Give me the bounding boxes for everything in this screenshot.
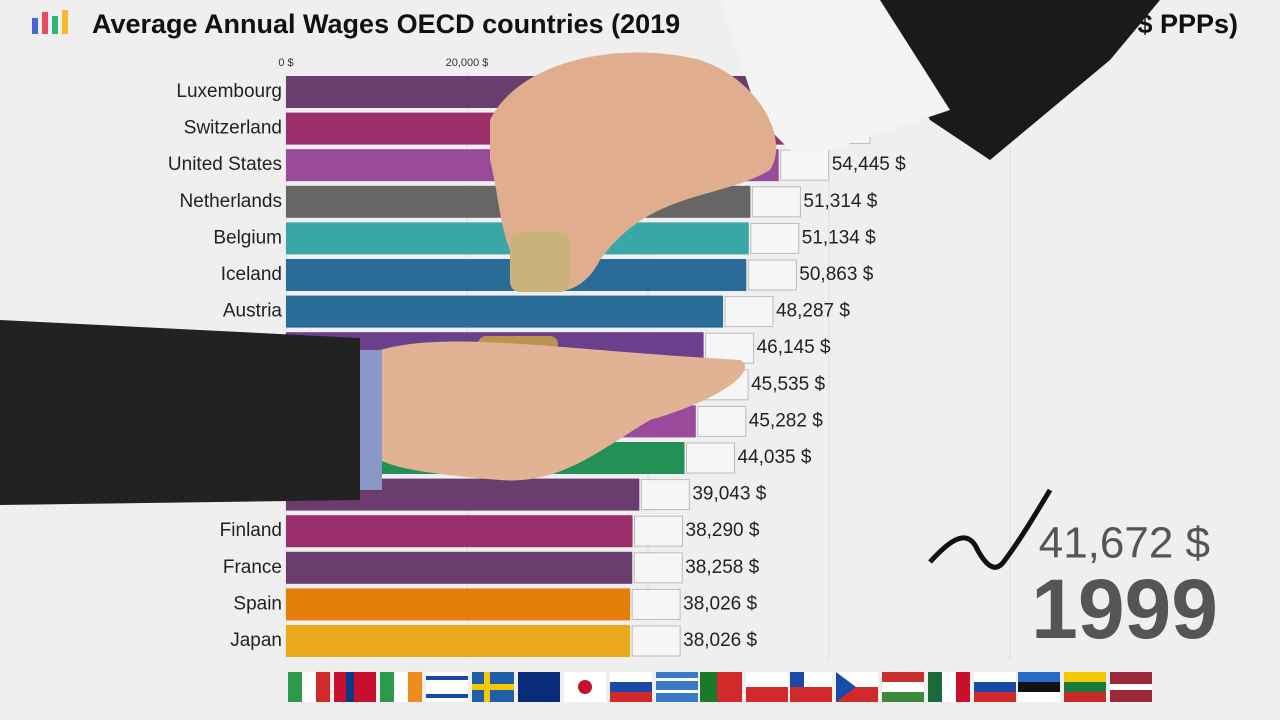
flag — [747, 259, 797, 291]
value-label: 45,282 $ — [749, 410, 823, 431]
value-label: 38,258 $ — [685, 557, 759, 578]
hands-overlay — [0, 0, 1160, 505]
category-label: United States — [168, 154, 282, 175]
value-label: 38,026 $ — [683, 593, 757, 614]
chart-title: Average Annual Wages OECD countries (201… — [92, 9, 680, 39]
value-label: 54,445 $ — [832, 154, 906, 175]
flag — [634, 515, 684, 547]
value-label: 44,035 $ — [738, 447, 812, 468]
category-label: Japan — [230, 630, 282, 651]
category-label: Austria — [223, 301, 283, 322]
category-label: Iceland — [221, 264, 282, 285]
flag — [631, 625, 681, 657]
category-label: France — [223, 557, 282, 578]
value-label: 51,314 $ — [803, 191, 877, 212]
flag — [697, 405, 747, 437]
flag-row — [288, 672, 1152, 702]
value-label: 48,287 $ — [776, 301, 850, 322]
bar — [286, 551, 633, 584]
flag — [750, 222, 800, 254]
logo — [32, 10, 68, 34]
value-label: 50,863 $ — [799, 264, 873, 285]
flag — [705, 332, 755, 364]
x-tick-label: 0 $ — [278, 57, 293, 69]
flag — [751, 186, 801, 218]
category-label: Luxembourg — [176, 81, 282, 102]
bar — [286, 515, 633, 548]
flag — [631, 588, 681, 620]
bar — [286, 625, 631, 657]
value-label: 51,134 $ — [802, 227, 876, 248]
category-label: Finland — [220, 520, 282, 541]
value-label: 45,535 $ — [751, 374, 825, 395]
bar — [286, 588, 631, 621]
flag — [686, 442, 736, 474]
trend-squiggle — [928, 488, 1053, 570]
year-label: 1999 — [1031, 562, 1218, 656]
category-label: Switzerland — [184, 118, 282, 139]
flag — [633, 552, 683, 584]
value-label: 46,145 $ — [757, 337, 831, 358]
value-label: 38,026 $ — [683, 630, 757, 651]
flag — [724, 296, 774, 328]
average-wage: 41,672 $ — [1039, 519, 1210, 568]
category-label: Belgium — [213, 227, 282, 248]
chart-title-end: $ PPPs) — [1137, 9, 1238, 39]
category-label: Spain — [233, 593, 282, 614]
bar — [286, 295, 723, 328]
value-label: 39,043 $ — [692, 484, 766, 505]
flag — [640, 479, 690, 511]
x-tick-label: 20,000 $ — [446, 57, 489, 69]
category-label: Netherlands — [180, 191, 282, 212]
value-label: 38,290 $ — [686, 520, 760, 541]
